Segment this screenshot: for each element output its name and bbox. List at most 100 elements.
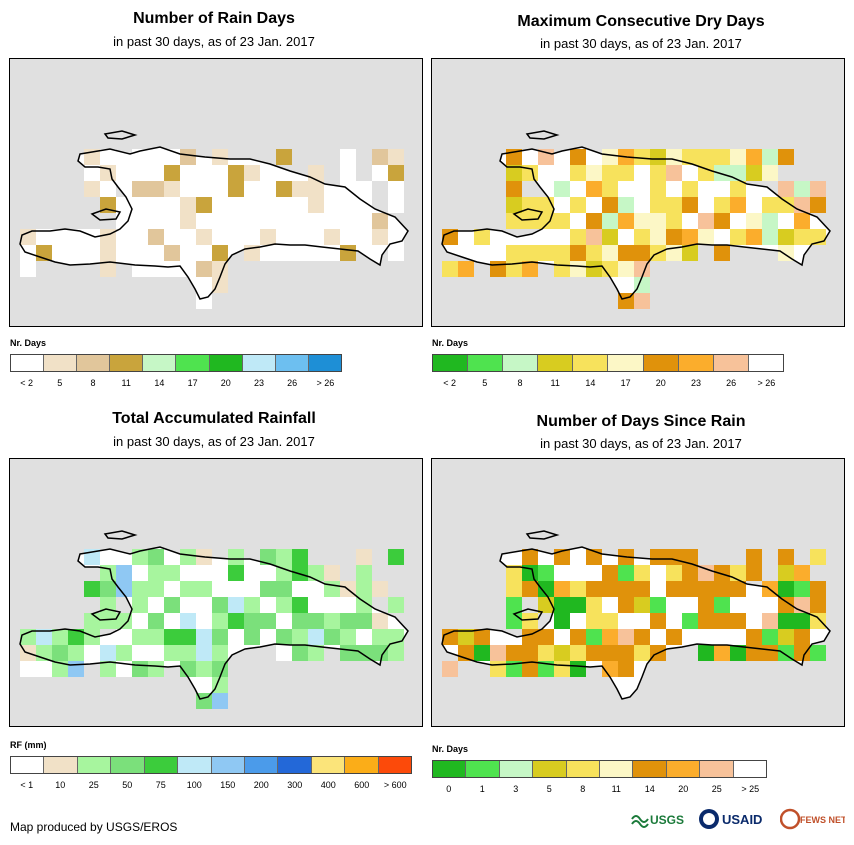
legend-title: Nr. Days bbox=[432, 744, 469, 754]
grid-cell bbox=[698, 149, 714, 165]
coastline bbox=[512, 208, 544, 221]
usgs-logo-text: USGS bbox=[650, 813, 684, 827]
grid-cell bbox=[356, 181, 372, 197]
legend-label: 11 bbox=[611, 784, 621, 794]
grid-cell bbox=[554, 661, 570, 677]
grid-cell bbox=[442, 261, 458, 277]
grid-cell bbox=[292, 213, 308, 229]
grid-cell bbox=[570, 149, 586, 165]
legend-label: < 1 bbox=[20, 780, 34, 790]
grid-cell bbox=[260, 181, 276, 197]
grid-cell bbox=[36, 629, 52, 645]
legend-swatch bbox=[573, 355, 609, 371]
grid-cell bbox=[116, 213, 132, 229]
grid-cell bbox=[116, 581, 132, 597]
legend-label: 50 bbox=[122, 780, 133, 790]
grid-cell bbox=[458, 261, 474, 277]
grid-cell bbox=[308, 565, 324, 581]
grid-cell bbox=[292, 181, 308, 197]
grid-cell bbox=[20, 661, 36, 677]
grid-cell bbox=[458, 629, 474, 645]
grid-cell bbox=[132, 581, 148, 597]
grid-cell bbox=[522, 245, 538, 261]
grid-cell bbox=[84, 165, 100, 181]
legend-label: 17 bbox=[187, 378, 198, 388]
grid-cell bbox=[746, 149, 762, 165]
legend-title: Nr. Days bbox=[432, 338, 469, 348]
grid-cell bbox=[292, 565, 308, 581]
grid-cell bbox=[244, 213, 260, 229]
grid-cell bbox=[340, 165, 356, 181]
grid-cell bbox=[634, 597, 650, 613]
grid-cell bbox=[180, 149, 196, 165]
grid-cell bbox=[36, 229, 52, 245]
legend-label: 3 bbox=[513, 784, 519, 794]
grid-cell bbox=[340, 149, 356, 165]
grid-cell bbox=[180, 613, 196, 629]
grid-cell bbox=[212, 245, 228, 261]
grid-cell bbox=[650, 213, 666, 229]
grid-cell bbox=[84, 181, 100, 197]
grid-cell bbox=[586, 165, 602, 181]
legend-label: 20 bbox=[655, 378, 666, 388]
grid-cell bbox=[650, 181, 666, 197]
grid-cell bbox=[148, 629, 164, 645]
grid-cell bbox=[666, 581, 682, 597]
grid-cell bbox=[762, 149, 778, 165]
coastline bbox=[512, 608, 544, 621]
legend-label: 20 bbox=[220, 378, 231, 388]
grid-cell bbox=[212, 197, 228, 213]
legend-label: 200 bbox=[253, 780, 269, 790]
days-since-rain-map bbox=[431, 458, 845, 727]
grid-cell bbox=[164, 197, 180, 213]
grid-cell bbox=[698, 565, 714, 581]
grid-cell bbox=[538, 661, 554, 677]
legend-swatch bbox=[11, 355, 45, 371]
grid-cell bbox=[388, 165, 404, 181]
grid-cell bbox=[794, 581, 810, 597]
grid-cell bbox=[244, 613, 260, 629]
grid-cell bbox=[180, 181, 196, 197]
grid-cell bbox=[746, 565, 762, 581]
map-svg bbox=[19, 130, 409, 309]
grid-cell bbox=[650, 549, 666, 565]
grid-cell bbox=[650, 229, 666, 245]
legend-label: 150 bbox=[220, 780, 236, 790]
grid-cell bbox=[730, 613, 746, 629]
grid-cell bbox=[730, 181, 746, 197]
grid-cell bbox=[602, 581, 618, 597]
coastline bbox=[19, 546, 409, 700]
legend-label: > 600 bbox=[383, 780, 407, 790]
grid-cell bbox=[634, 581, 650, 597]
legend-title: Nr. Days bbox=[10, 338, 47, 348]
grid-cell bbox=[308, 645, 324, 661]
grid-cell bbox=[490, 261, 506, 277]
grid-cell bbox=[212, 597, 228, 613]
legend-swatch bbox=[278, 757, 312, 773]
grid-cell bbox=[762, 229, 778, 245]
grid-cell bbox=[778, 613, 794, 629]
grid-cell bbox=[554, 213, 570, 229]
grid-cell bbox=[634, 213, 650, 229]
grid-cell bbox=[698, 645, 714, 661]
grid-cell bbox=[634, 149, 650, 165]
legend-swatch bbox=[244, 757, 279, 773]
grid-cell bbox=[730, 149, 746, 165]
grid-cell bbox=[602, 661, 618, 677]
legend-bar bbox=[432, 760, 767, 778]
grid-cell bbox=[506, 661, 522, 677]
legend-label: < 2 bbox=[20, 378, 33, 388]
grid-cell bbox=[554, 181, 570, 197]
grid-cell bbox=[84, 229, 100, 245]
grid-cell bbox=[554, 245, 570, 261]
grid-cell bbox=[522, 661, 538, 677]
grid-cell bbox=[714, 597, 730, 613]
grid-cell bbox=[810, 549, 826, 565]
legend-label: 100 bbox=[186, 780, 202, 790]
grid-cell bbox=[132, 213, 148, 229]
grid-cell bbox=[794, 645, 810, 661]
grid-cell bbox=[52, 229, 68, 245]
grid-cell bbox=[116, 661, 132, 677]
grid-cell bbox=[762, 165, 778, 181]
map-svg bbox=[441, 530, 831, 700]
